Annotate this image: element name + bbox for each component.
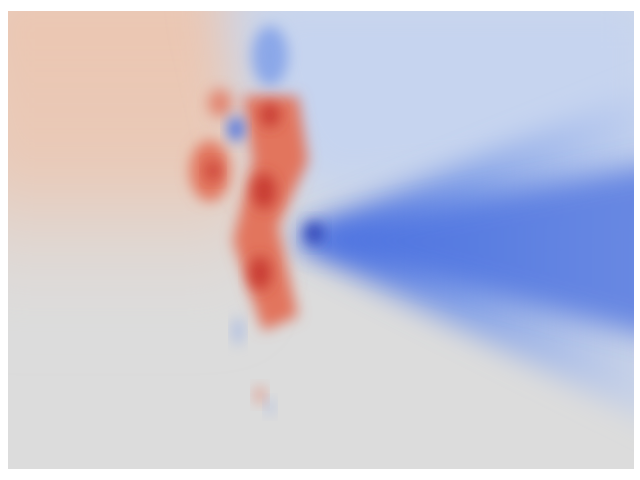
cool-spot-top	[252, 26, 288, 86]
cool-dot-lower	[266, 400, 274, 414]
warm-hotspot-1	[260, 103, 280, 127]
cool-core	[305, 222, 323, 244]
cool-fan-core	[308, 167, 634, 332]
warm-hotspot-2	[252, 173, 276, 209]
cool-streak-lower	[233, 317, 243, 345]
warm-dot-lower	[255, 387, 265, 403]
warm-hotspot-4	[206, 162, 220, 180]
warm-hotspot-3	[249, 256, 271, 290]
cool-notch	[228, 117, 244, 141]
heatmap-field	[8, 11, 634, 469]
warm-lobe-upper	[208, 89, 232, 117]
heatmap-frame	[8, 11, 634, 469]
